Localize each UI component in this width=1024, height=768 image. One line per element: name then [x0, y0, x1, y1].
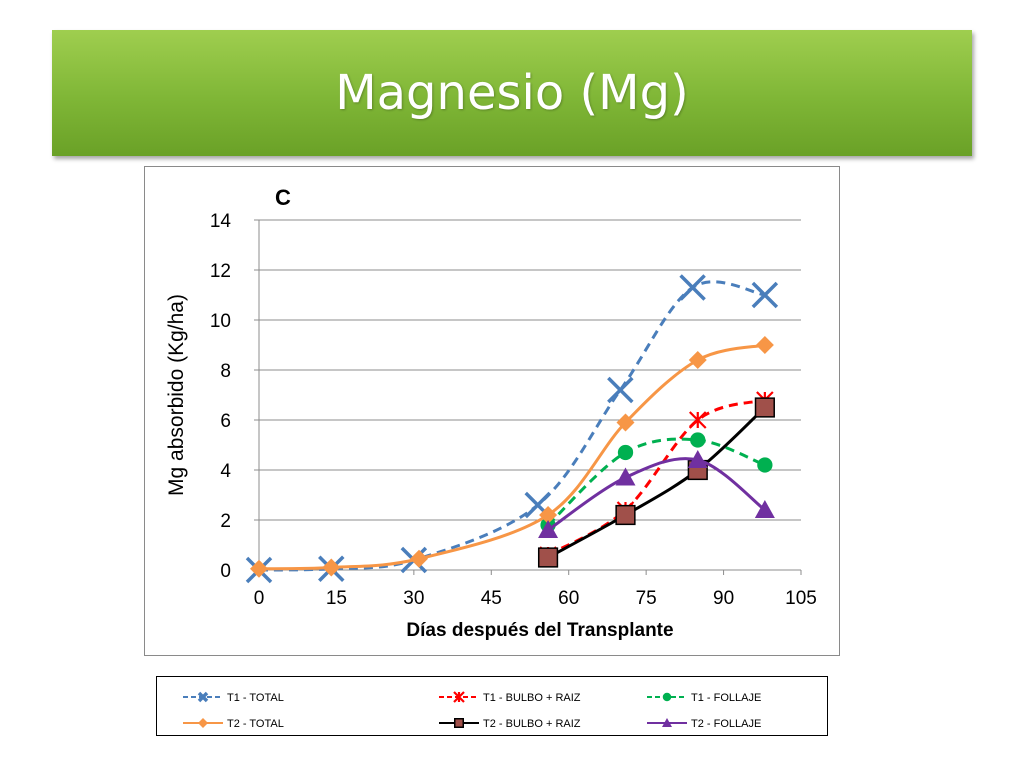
series-line — [258, 280, 766, 572]
series-5 — [538, 450, 775, 538]
data-point — [538, 520, 559, 538]
legend-item: T1 - BULBO + RAIZ — [439, 691, 581, 704]
x-tick-label: 0 — [254, 588, 265, 609]
chart-frame: 0 2 4 6 8 10 12 14 0 15 30 45 60 75 90 105 Días después … — [144, 166, 840, 656]
legend-label: T1 - FOLLAJE — [691, 692, 761, 704]
legend-item: T2 - TOTAL — [183, 718, 284, 730]
legend-svg: T1 - TOTAL T1 - BULBO + RAIZ T1 - FOLLAJE T… — [183, 691, 761, 730]
data-point — [616, 413, 635, 432]
series-line — [258, 343, 766, 571]
slide-title: Magnesio (Mg) — [335, 65, 689, 121]
series-0 — [245, 274, 779, 584]
x-tick-label: 105 — [785, 588, 817, 609]
legend-marker — [453, 691, 465, 703]
legend-label: T1 - BULBO + RAIZ — [483, 692, 581, 704]
legend-item: T1 - TOTAL — [183, 691, 284, 704]
y-tick-label: 2 — [220, 511, 231, 532]
x-tick-label: 75 — [636, 588, 657, 609]
legend-item: T2 - FOLLAJE — [647, 718, 761, 730]
data-point — [607, 376, 634, 404]
y-tick-label: 0 — [220, 561, 231, 582]
data-point — [688, 411, 707, 429]
x-tick-label: 90 — [713, 588, 734, 609]
y-tick-label: 12 — [210, 261, 231, 282]
data-point — [751, 281, 779, 309]
legend-item: T1 - FOLLAJE — [647, 692, 761, 704]
data-point — [754, 397, 775, 418]
legend-marker — [454, 718, 464, 728]
y-tick-label: 6 — [220, 411, 231, 432]
data-point — [539, 506, 558, 524]
data-point — [688, 351, 707, 369]
data-point — [250, 559, 268, 578]
legend-marker — [662, 692, 672, 702]
panel-label: C — [275, 185, 291, 210]
legend-marker — [198, 718, 208, 728]
legend-label: T2 - FOLLAJE — [691, 718, 761, 730]
legend-marker — [662, 718, 672, 727]
data-point — [615, 504, 636, 526]
y-tick-label: 8 — [220, 361, 231, 382]
data-point — [617, 444, 634, 461]
series-line — [547, 398, 766, 557]
x-tick-label: 60 — [558, 588, 579, 609]
data-point — [322, 558, 341, 577]
x-tick-label: 45 — [481, 588, 502, 609]
series-2 — [540, 432, 773, 533]
series-line — [547, 406, 766, 559]
x-axis-label: Días después del Transplante — [406, 620, 673, 641]
series-3 — [250, 336, 774, 578]
y-tick-label: 14 — [210, 211, 232, 232]
data-point — [687, 450, 708, 468]
y-axis-label: Mg absorbido (Kg/ha) — [165, 294, 188, 496]
legend-label: T2 - BULBO + RAIZ — [483, 718, 581, 730]
line-chart: 0 2 4 6 8 10 12 14 0 15 30 45 60 75 90 105 Días después … — [165, 185, 817, 641]
legend-marker — [197, 691, 209, 703]
series-4 — [537, 397, 775, 568]
chart-legend: T1 - TOTAL T1 - BULBO + RAIZ T1 - FOLLAJE T… — [156, 676, 828, 736]
title-banner: Magnesio (Mg) — [52, 30, 972, 156]
legend-item: T2 - BULBO + RAIZ — [439, 718, 581, 730]
x-tick-label: 30 — [403, 588, 424, 609]
y-tick-label: 4 — [220, 461, 231, 482]
y-tick-label: 10 — [210, 311, 231, 332]
data-point — [754, 500, 775, 518]
data-point — [615, 467, 636, 486]
legend-label: T1 - TOTAL — [227, 692, 284, 704]
data-point — [755, 336, 774, 354]
data-point — [410, 549, 429, 568]
series-line — [547, 437, 766, 527]
data-point — [690, 432, 706, 448]
series-line — [547, 457, 766, 532]
series-1 — [539, 391, 774, 564]
x-tick-label: 15 — [326, 588, 347, 609]
data-point — [757, 457, 773, 473]
data-point — [679, 274, 706, 301]
data-point — [537, 547, 559, 568]
legend-label: T2 - TOTAL — [227, 718, 284, 730]
